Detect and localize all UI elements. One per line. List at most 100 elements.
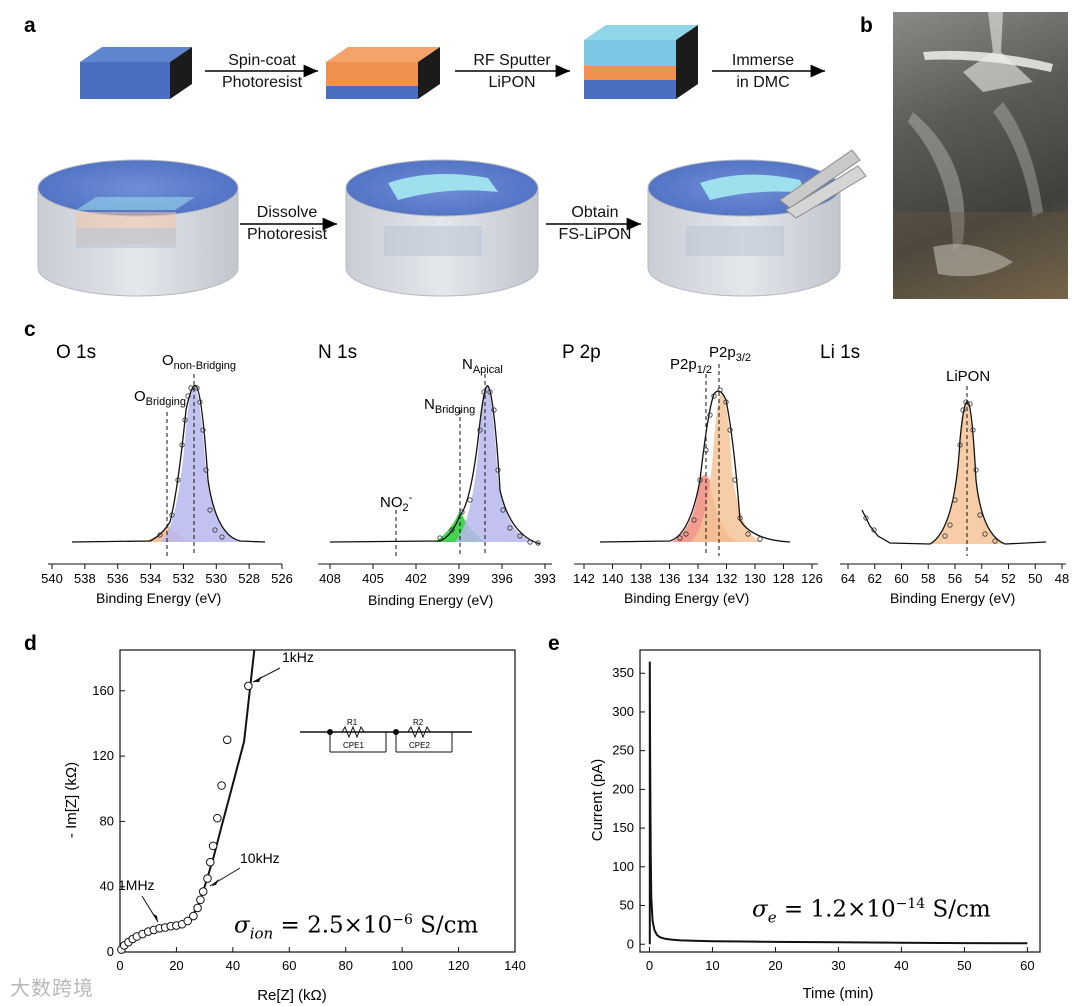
eis-x-tick-label: 60 — [282, 958, 296, 973]
eis-data-point — [205, 857, 215, 867]
xps-n1s-plot — [318, 374, 552, 565]
xps-data-point — [437, 535, 443, 541]
xps-data-point — [732, 477, 738, 483]
xps-data-point — [871, 527, 877, 533]
xps-data-point — [942, 533, 948, 539]
eis-data-point — [193, 903, 202, 913]
xps-tick-label: 52 — [1001, 571, 1015, 586]
xps-data-point — [957, 442, 963, 448]
step-label-obtain-2: FS-LiPON — [558, 226, 632, 243]
svg-text:1kHz: 1kHz — [282, 649, 314, 665]
panel-label-a: a — [24, 14, 36, 37]
step-label-rf-sputter: RF Sputter — [473, 52, 551, 69]
xps-data-point — [691, 517, 697, 523]
xps-data-point — [963, 399, 969, 405]
step-label-dissolve: Dissolve — [256, 204, 318, 221]
xps-data-point — [203, 467, 209, 473]
current-x-tick-label: 10 — [705, 958, 719, 973]
xps-data-point — [185, 393, 191, 399]
xps-data-point — [737, 515, 743, 521]
xps-data-point — [495, 467, 501, 473]
xps-title-n1s: N 1s — [318, 342, 358, 363]
eis-xlabel: Re[Z] (kΩ) — [257, 987, 327, 1004]
step-label-spin-coat: Spin-coat — [228, 52, 296, 69]
peak-label-n-bridging: NBridging — [424, 396, 476, 416]
beaker-3 — [647, 149, 867, 297]
xps-tick-label: 538 — [74, 571, 96, 586]
svg-text:10kHz: 10kHz — [240, 850, 280, 866]
xps-data-point — [481, 389, 487, 395]
xps-li1s-plot — [840, 386, 1066, 565]
panel-label-b: b — [860, 14, 873, 37]
annotation-1khz: 1kHz — [252, 649, 314, 683]
xps-tick-label: 130 — [744, 571, 766, 586]
xps-xlabel-p2p: Binding Energy (eV) — [624, 590, 750, 606]
current-y-tick-label: 300 — [612, 704, 634, 719]
xps-data-point — [200, 427, 206, 433]
xps-data-point — [745, 531, 751, 537]
xps-data-point — [970, 427, 976, 433]
xps-tick-label: 60 — [894, 571, 908, 586]
step-label-spin-coat-2: Photoresist — [221, 74, 303, 91]
xps-xlabel-o1s: Binding Energy (eV) — [96, 590, 222, 606]
xps-tick-label: 532 — [173, 571, 195, 586]
beaker-2 — [345, 159, 539, 297]
step-label-rf-sputter-2: LiPON — [488, 74, 536, 91]
eis-ylabel: - Im[Z] (kΩ) — [63, 762, 80, 838]
xps-data-point — [677, 535, 683, 541]
xps-tick-label: 140 — [602, 571, 624, 586]
xps-data-point — [182, 417, 188, 423]
photoresist-block — [326, 47, 440, 99]
xps-tick-label: 393 — [534, 571, 556, 586]
current-series-line — [648, 661, 1028, 945]
xps-data-point — [711, 393, 717, 399]
xps-data-point — [194, 385, 200, 391]
xps-data-point — [517, 533, 523, 539]
n-apical-peak — [455, 385, 535, 542]
xps-xlabel-li1s: Binding Energy (eV) — [890, 590, 1016, 606]
current-x-tick-label: 60 — [1020, 958, 1034, 973]
xps-data-point — [459, 509, 465, 515]
eis-data-point — [183, 916, 193, 926]
xps-title-li1s: Li 1s — [820, 342, 861, 363]
eis-x-tick-label: 100 — [391, 958, 413, 973]
eis-data-point — [189, 911, 198, 921]
step-label-dissolve-2: Photoresist — [246, 226, 328, 243]
xps-data-point — [707, 412, 713, 418]
current-ylabel: Current (pA) — [589, 759, 606, 842]
xps-data-point — [723, 399, 729, 405]
eis-data-point — [208, 841, 218, 851]
eis-data-point — [244, 681, 253, 691]
xps-data-point — [947, 522, 953, 528]
xps-data-point — [449, 527, 455, 533]
current-y-tick-label: 150 — [612, 820, 634, 835]
xps-data-point — [188, 385, 194, 391]
xps-tick-label: 54 — [975, 571, 989, 586]
circuit-r2: R2 — [413, 718, 424, 727]
current-time-plot: 0 10 20 30 40 50 60 0 50 100 150 200 250 300 350 Time … — [589, 649, 1041, 1002]
xps-tick-label: 142 — [573, 571, 595, 586]
current-y-tick-label: 250 — [612, 743, 634, 758]
xps-data-point — [500, 507, 506, 513]
peak-label-no2: NO2- — [380, 492, 413, 514]
xps-tick-label: 128 — [773, 571, 795, 586]
current-x-tick-label: 50 — [957, 958, 971, 973]
substrate-block — [80, 47, 192, 99]
xps-tick-label: 50 — [1028, 571, 1042, 586]
peak-label-o-nonbridging: Onon-Bridging — [162, 352, 237, 372]
xps-data-point — [477, 427, 483, 433]
xps-tick-label: 64 — [841, 571, 855, 586]
fabrication-schematic — [37, 25, 867, 297]
step-label-obtain: Obtain — [571, 204, 619, 221]
equivalent-circuit: R1 CPE1 R2 CPE2 — [300, 718, 472, 753]
peak-label-p2p-half: P2p1/2 — [670, 356, 712, 376]
xps-title-p2p: P 2p — [562, 342, 601, 363]
eis-x-tick-label: 40 — [226, 958, 240, 973]
panel-label-d: d — [24, 632, 37, 655]
eis-y-tick-label: 0 — [107, 944, 114, 959]
eis-x-tick-label: 80 — [338, 958, 352, 973]
current-xlabel: Time (min) — [802, 985, 873, 1002]
ionic-conductivity-equation: σion = 2.5×10−6 S/cm — [234, 912, 479, 943]
xps-data-point — [535, 540, 541, 546]
xps-data-point — [491, 407, 497, 413]
